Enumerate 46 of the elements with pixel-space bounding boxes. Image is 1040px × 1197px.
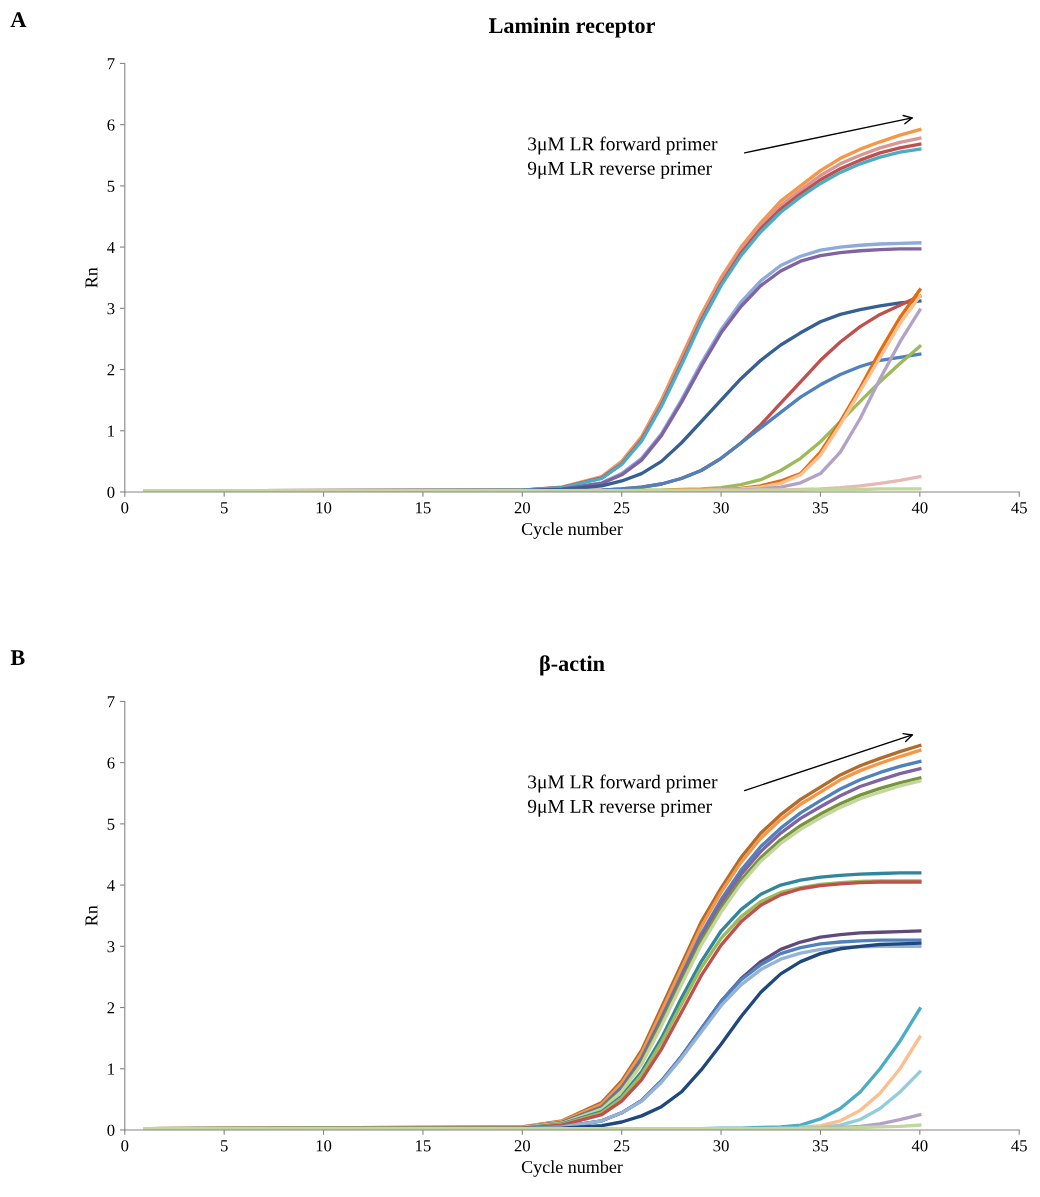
text: B <box>10 650 25 665</box>
annotation: 3μM LR forward primer 9μM LR reverse primer <box>527 136 718 179</box>
x-tick-label: 5 <box>220 502 228 514</box>
y-tick-label: 7 <box>107 58 115 70</box>
x-axis-title: Cycle number <box>521 1160 623 1177</box>
y-tick-label: 1 <box>108 425 115 437</box>
x-tick-label: 0 <box>121 502 129 514</box>
y-axis-title: Rn <box>85 267 98 288</box>
y-tick-label: 0 <box>107 486 115 498</box>
y-axis-title: Rn <box>85 905 98 926</box>
x-tick-label: 30 <box>713 502 729 514</box>
x-axis-title: Cycle number <box>521 522 623 539</box>
y-tick-label: 3 <box>107 941 115 953</box>
y-tick-label: 1 <box>108 1063 115 1075</box>
y-tick-label: 5 <box>107 180 115 192</box>
annotation: 3μM LR forward primer 9μM LR reverse primer <box>527 774 718 817</box>
y-tick-label: 2 <box>107 1002 115 1014</box>
x-tick-label: 20 <box>514 502 531 514</box>
x-tick-label: 30 <box>713 1140 729 1152</box>
x-tick-label: 25 <box>614 1140 630 1152</box>
x-tick-label: 0 <box>121 1140 129 1152</box>
y-tick-label: 2 <box>107 364 115 376</box>
chart-title: β-actin <box>540 655 605 676</box>
chart-title: Laminin receptor <box>488 17 655 38</box>
x-tick-label: 10 <box>316 1140 332 1152</box>
text: A <box>10 12 27 27</box>
x-tick-label: 35 <box>812 1140 829 1152</box>
x-tick-label: 5 <box>220 1140 228 1152</box>
x-tick-label: 45 <box>1011 1140 1027 1152</box>
y-tick-label: 5 <box>107 818 115 830</box>
y-tick-label: 4 <box>107 879 115 891</box>
x-tick-label: 40 <box>911 502 928 514</box>
y-tick-label: 6 <box>107 119 115 131</box>
x-tick-label: 20 <box>514 1140 531 1152</box>
x-tick-label: 45 <box>1011 502 1027 514</box>
y-tick-label: 4 <box>107 241 115 253</box>
x-tick-label: 40 <box>911 1140 928 1152</box>
x-tick-label: 25 <box>614 502 630 514</box>
y-tick-label: 7 <box>107 696 115 708</box>
y-tick-label: 0 <box>107 1124 115 1136</box>
x-tick-label: 15 <box>416 502 431 514</box>
x-tick-label: 35 <box>812 502 829 514</box>
y-tick-label: 6 <box>107 757 115 769</box>
x-tick-label: 10 <box>316 502 332 514</box>
x-tick-label: 15 <box>416 1140 431 1152</box>
y-tick-label: 3 <box>107 303 115 315</box>
